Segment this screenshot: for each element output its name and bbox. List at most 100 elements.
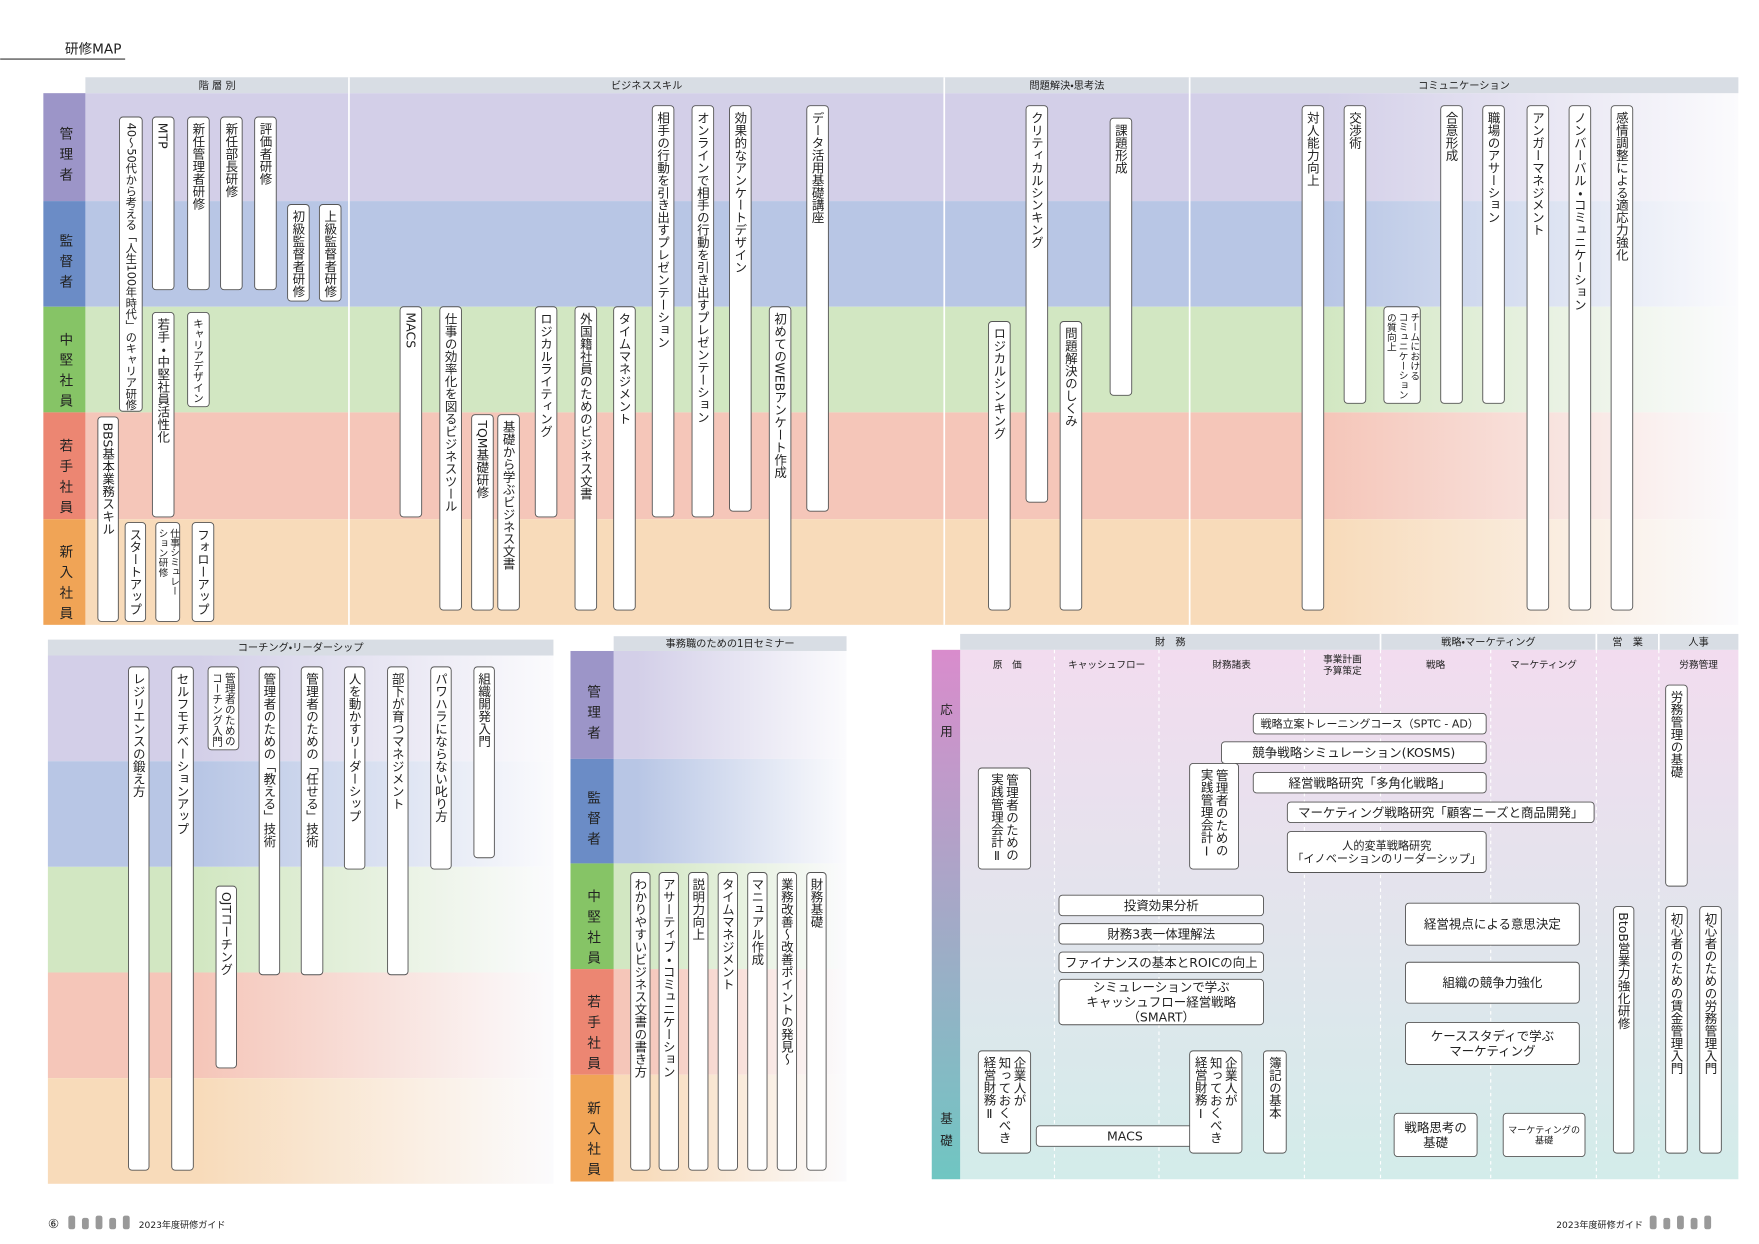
course-box xyxy=(343,666,366,870)
footer-icon xyxy=(1704,1215,1712,1230)
section-header xyxy=(47,639,554,656)
footer-guide: 2023年度研修ガイド xyxy=(1556,1219,1643,1231)
footer-guide: 2023年度研修ガイド xyxy=(139,1219,226,1231)
group-title: 人事 xyxy=(1688,636,1708,649)
course-label: 交渉術 xyxy=(1347,111,1362,148)
course-box xyxy=(471,414,494,611)
column-title: 問題解決・思考法 xyxy=(1029,79,1104,92)
column-title: 戦略 xyxy=(1426,659,1446,671)
level-label: 中堅社員 xyxy=(584,889,601,971)
course-box xyxy=(1502,1112,1586,1157)
course-label: ロジカルシンキング xyxy=(992,327,1007,439)
course-label: MACS xyxy=(1107,1129,1143,1144)
course-label: 管理者のための実践管理会計Ⅱ xyxy=(989,773,1019,864)
level-label: 新入社員 xyxy=(56,545,73,627)
course-box xyxy=(220,116,243,291)
course-box xyxy=(1189,1050,1243,1154)
course-box xyxy=(806,105,829,512)
column-title: コミュニケーション xyxy=(1418,80,1510,92)
course-label: 初めてのWEBアンケート作成 xyxy=(773,312,788,479)
course-box xyxy=(1612,906,1635,1154)
page-title: 研修MAP xyxy=(65,41,122,57)
course-box xyxy=(300,666,324,976)
course-box xyxy=(171,666,194,1171)
course-label: タイムマネジメント xyxy=(617,312,632,424)
column-header xyxy=(85,77,1739,94)
level-band xyxy=(47,1078,554,1184)
level-label: 監督者 xyxy=(584,791,601,852)
course-box xyxy=(613,306,636,611)
course-box xyxy=(630,872,651,1171)
course-box xyxy=(1440,105,1463,404)
level-label-cell xyxy=(570,969,614,1075)
course-box xyxy=(287,204,310,302)
course-label: 新任部長研修 xyxy=(224,123,239,198)
course-box xyxy=(187,311,210,408)
level-label-cell xyxy=(43,201,86,307)
course-box xyxy=(124,522,147,622)
course-label: OJTコーチング xyxy=(219,892,234,976)
course-label: オンラインで相手の行動を引き出すプレゼンテーション xyxy=(695,111,710,423)
footer-icon xyxy=(81,1217,89,1230)
course-label: 課題形成 xyxy=(1113,124,1128,174)
course-box xyxy=(318,204,342,302)
course-box xyxy=(768,306,792,611)
course-box xyxy=(191,522,215,622)
course-box xyxy=(473,666,495,859)
course-box xyxy=(1482,105,1505,404)
level-label: 基礎 xyxy=(938,1112,953,1155)
course-label: 外国籍社員のためのビジネス文書 xyxy=(578,312,593,500)
course-box xyxy=(497,414,520,611)
course-label: 企業人が知っておくべき経営財務Ⅰ xyxy=(1193,1057,1238,1144)
course-label: 財務基礎 xyxy=(809,877,824,928)
course-label: 仕事の効率化を図るビジネスツール xyxy=(443,312,458,512)
course-label: レジリエンスの鍛え方 xyxy=(131,673,146,798)
level-label-cell xyxy=(43,519,86,625)
course-label: 初心者のための賃金管理入門 xyxy=(1669,912,1684,1074)
course-box xyxy=(151,116,175,291)
course-box xyxy=(1263,1050,1287,1154)
course-box xyxy=(1393,1112,1478,1157)
course-label: キャリアデザイン xyxy=(192,318,205,403)
column-title: 事業計画予算策定 xyxy=(1323,653,1362,677)
footer-icon xyxy=(1677,1215,1684,1230)
course-label: 業務改善～改善ポイントの発見～ xyxy=(779,877,794,1065)
course-label: 若手・中堅社員活性化 xyxy=(156,317,171,443)
course-label: 相手の行動を引き出すプレゼンテーション xyxy=(656,111,671,348)
course-box xyxy=(1405,902,1580,946)
footer-icon xyxy=(95,1215,103,1230)
course-label: 問題解決のしくみ xyxy=(1063,327,1078,427)
course-label: 労務管理の基礎 xyxy=(1669,691,1684,779)
course-box xyxy=(1252,772,1487,794)
course-label: 感情調整による適応力強化 xyxy=(1614,110,1629,261)
course-box xyxy=(717,872,738,1171)
course-box xyxy=(1058,951,1264,973)
level-band xyxy=(85,412,1739,520)
course-label: 新任管理者研修 xyxy=(191,123,206,210)
course-box xyxy=(1610,105,1634,611)
level-band xyxy=(85,201,1739,307)
course-label: 組織開発入門 xyxy=(477,673,492,748)
course-label: マニュアル作成 xyxy=(750,878,765,966)
level-label-cell xyxy=(43,412,86,520)
level-label: 監督者 xyxy=(56,233,73,294)
level-label-cell xyxy=(43,93,86,202)
level-label-cell xyxy=(570,1074,614,1182)
course-label: シミュレーションで学ぶキャッシュフロー経営戦略（SMART） xyxy=(1086,980,1236,1025)
course-label: 投資効果分析 xyxy=(1124,898,1199,913)
course-label: BtoB営業力強化研修 xyxy=(1616,912,1631,1029)
course-box xyxy=(747,872,768,1171)
course-label: ノンバーバル・コミュニケーション xyxy=(1572,111,1587,311)
level-label-cell xyxy=(570,650,614,759)
course-label: 財務3表一体理解法 xyxy=(1107,926,1215,941)
level-label: 若手社員 xyxy=(56,439,73,521)
level-band xyxy=(85,519,1739,625)
footer-icon xyxy=(1649,1215,1657,1230)
course-label: 上級監督者研修 xyxy=(323,210,338,297)
course-label: 戦略立案トレーニングコース（SPTC - AD） xyxy=(1261,717,1479,731)
course-label: フォローアップ xyxy=(195,528,210,615)
course-box xyxy=(691,105,715,518)
course-label: 人的変革戦略研究「イノベーションのリーダーシップ」 xyxy=(1292,838,1481,865)
level-band xyxy=(47,972,554,1079)
